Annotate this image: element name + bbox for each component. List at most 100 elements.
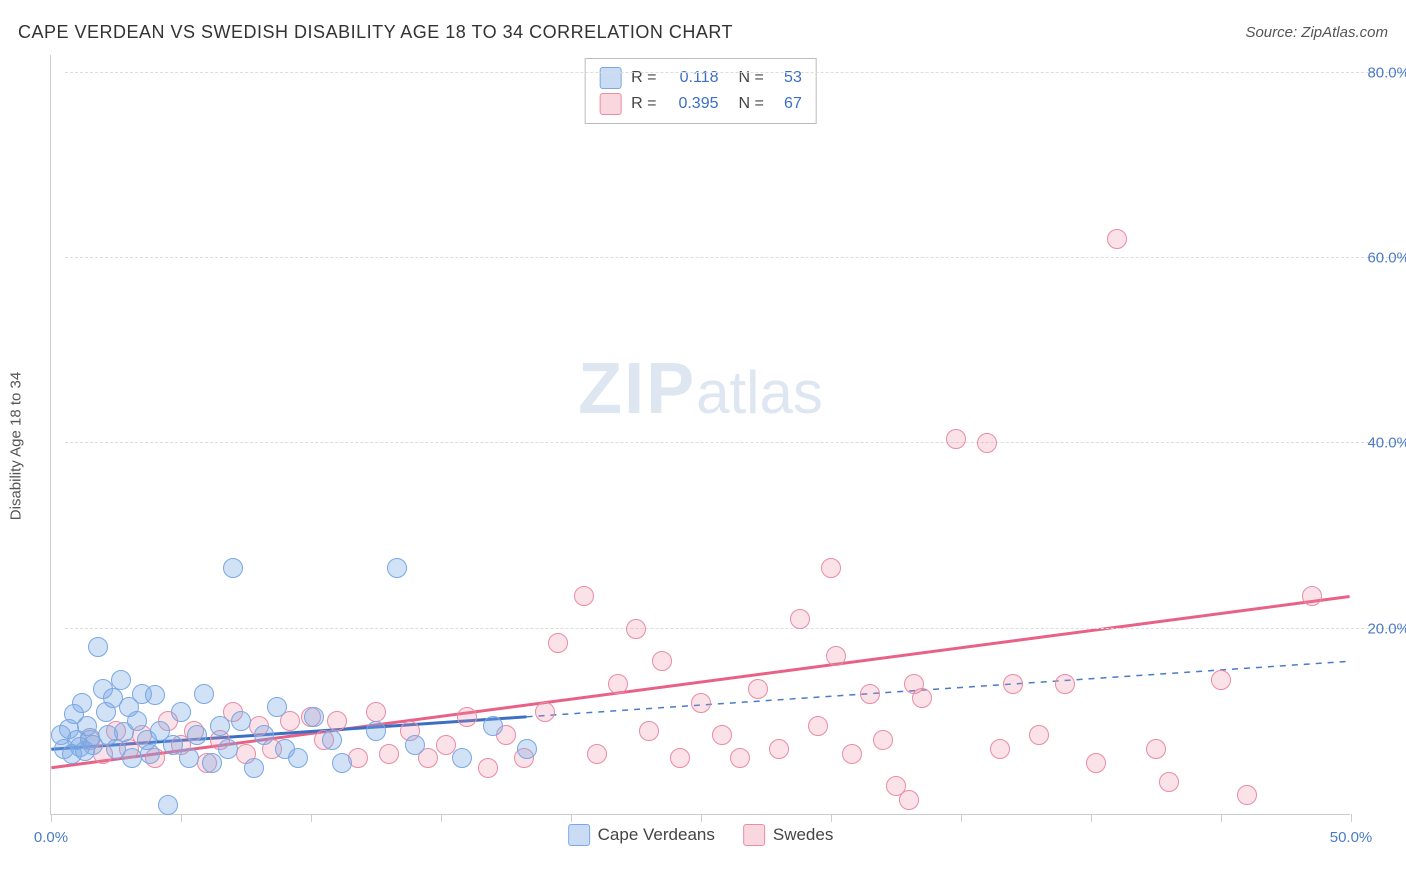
data-point-a [267, 697, 287, 717]
data-point-b [1086, 753, 1106, 773]
x-tick-label: 0.0% [34, 829, 68, 846]
data-point-a [288, 748, 308, 768]
data-point-a [332, 753, 352, 773]
data-point-b [457, 707, 477, 727]
grid-line [65, 257, 1404, 258]
data-point-a [452, 748, 472, 768]
data-point-b [608, 674, 628, 694]
data-point-b [574, 586, 594, 606]
data-point-a [72, 693, 92, 713]
x-tick [1351, 814, 1352, 822]
data-point-a [218, 739, 238, 759]
swatch-a-icon [599, 67, 621, 89]
data-point-a [194, 684, 214, 704]
legend-row-a: R = 0.118 N = 53 [599, 65, 802, 91]
grid-line [65, 72, 1404, 73]
data-point-a [244, 758, 264, 778]
x-tick [441, 814, 442, 822]
data-point-b [873, 730, 893, 750]
data-point-a [517, 739, 537, 759]
data-point-b [587, 744, 607, 764]
data-point-b [990, 739, 1010, 759]
legend-item-a: Cape Verdeans [568, 824, 715, 846]
data-point-b [548, 633, 568, 653]
data-point-a [387, 558, 407, 578]
data-point-b [899, 790, 919, 810]
data-point-a [405, 735, 425, 755]
data-point-b [946, 429, 966, 449]
legend-correlation: R = 0.118 N = 53 R = 0.395 N = 67 [584, 58, 817, 124]
x-tick [181, 814, 182, 822]
data-point-b [639, 721, 659, 741]
y-tick-label: 80.0% [1367, 64, 1406, 81]
data-point-b [652, 651, 672, 671]
data-point-b [535, 702, 555, 722]
data-point-a [483, 716, 503, 736]
x-tick [701, 814, 702, 822]
data-point-b [860, 684, 880, 704]
x-tick [51, 814, 52, 822]
swatch-a-icon [568, 824, 590, 846]
x-tick [1091, 814, 1092, 822]
y-tick-label: 20.0% [1367, 620, 1406, 637]
data-point-b [1107, 229, 1127, 249]
data-point-a [145, 685, 165, 705]
data-point-b [1029, 725, 1049, 745]
x-tick [311, 814, 312, 822]
scatter-plot: ZIPatlas R = 0.118 N = 53 R = 0.395 N = … [50, 55, 1350, 815]
data-point-b [821, 558, 841, 578]
data-point-b [1237, 785, 1257, 805]
data-point-b [977, 433, 997, 453]
legend-series: Cape Verdeans Swedes [568, 824, 834, 846]
source-label: Source: ZipAtlas.com [1245, 24, 1388, 41]
data-point-b [912, 688, 932, 708]
data-point-a [127, 711, 147, 731]
data-point-b [1211, 670, 1231, 690]
x-tick [571, 814, 572, 822]
x-tick [1221, 814, 1222, 822]
y-tick-label: 60.0% [1367, 249, 1406, 266]
data-point-b [826, 646, 846, 666]
data-point-b [808, 716, 828, 736]
data-point-a [322, 730, 342, 750]
data-point-a [210, 716, 230, 736]
y-axis-title: Disability Age 18 to 34 [8, 372, 25, 520]
data-point-b [712, 725, 732, 745]
data-point-b [691, 693, 711, 713]
data-point-b [366, 702, 386, 722]
x-tick-label: 50.0% [1330, 829, 1373, 846]
legend-row-b: R = 0.395 N = 67 [599, 91, 802, 117]
data-point-b [1055, 674, 1075, 694]
data-point-b [842, 744, 862, 764]
swatch-b-icon [599, 93, 621, 115]
data-point-b [748, 679, 768, 699]
data-point-a [202, 753, 222, 773]
data-point-a [179, 748, 199, 768]
data-point-b [1302, 586, 1322, 606]
data-point-a [223, 558, 243, 578]
data-point-b [769, 739, 789, 759]
data-point-b [379, 744, 399, 764]
data-point-a [122, 748, 142, 768]
data-point-b [327, 711, 347, 731]
data-point-a [187, 725, 207, 745]
data-point-a [140, 744, 160, 764]
data-point-a [366, 721, 386, 741]
data-point-b [1159, 772, 1179, 792]
legend-item-b: Swedes [743, 824, 833, 846]
data-point-a [111, 670, 131, 690]
data-point-a [254, 725, 274, 745]
x-tick [961, 814, 962, 822]
data-point-b [478, 758, 498, 778]
x-tick [831, 814, 832, 822]
data-point-b [790, 609, 810, 629]
data-point-b [1146, 739, 1166, 759]
grid-line [65, 628, 1404, 629]
data-point-b [626, 619, 646, 639]
y-tick-label: 40.0% [1367, 435, 1406, 452]
data-point-a [304, 707, 324, 727]
grid-line [65, 442, 1404, 443]
data-point-a [158, 795, 178, 815]
swatch-b-icon [743, 824, 765, 846]
data-point-a [231, 711, 251, 731]
